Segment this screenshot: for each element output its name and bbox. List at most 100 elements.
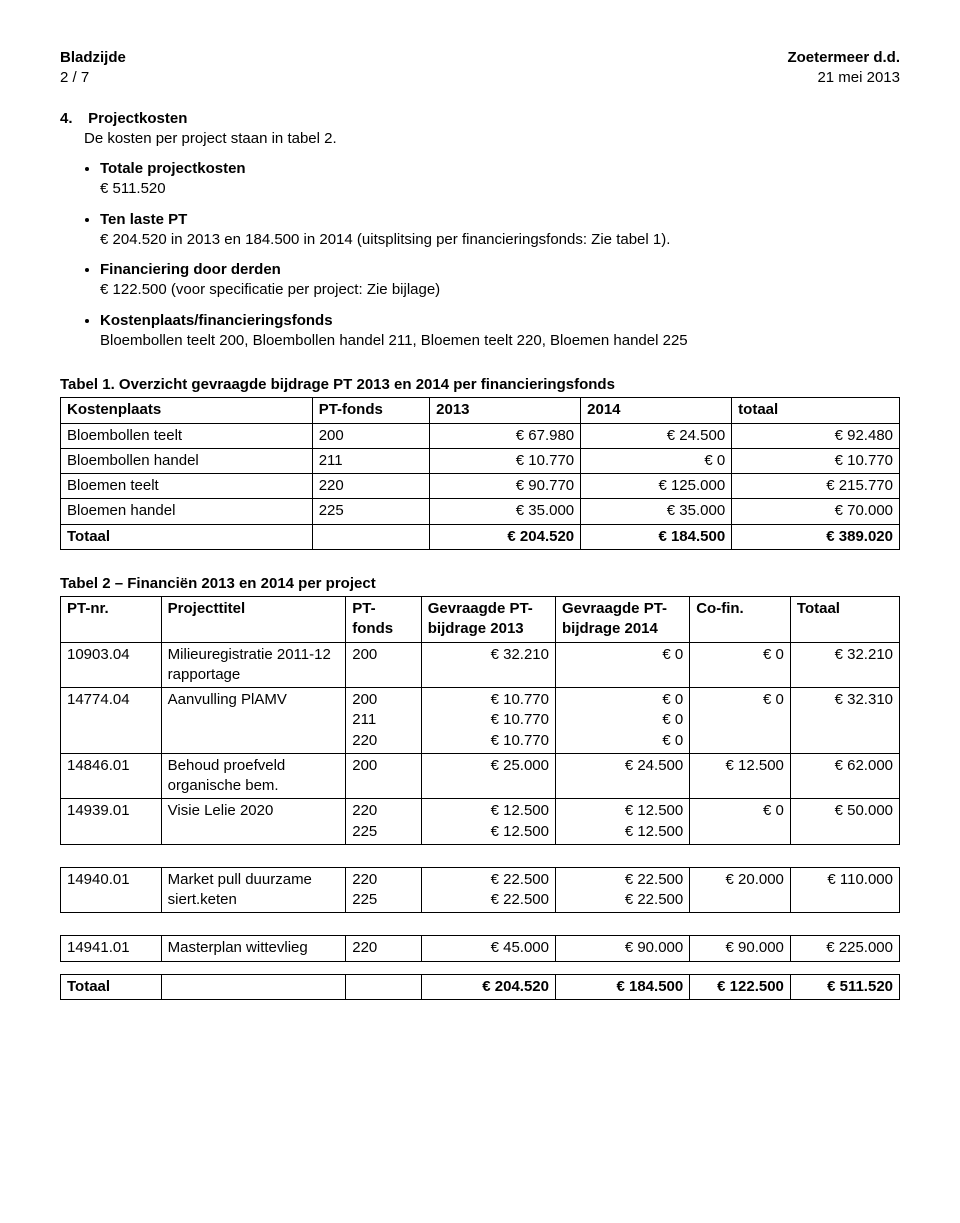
cell-line: 220 [352,870,415,890]
table1-caption: Tabel 1. Overzicht gevraagde bijdrage PT… [60,375,900,395]
td: € 35.000 [430,499,581,524]
td: 211 [312,448,429,473]
bullet-value: € 122.500 (voor specificatie per project… [100,280,900,300]
header-left2: 2 / 7 [60,68,89,88]
td: Behoud proefveld organische bem. [161,753,346,799]
th: Gevraagde PT-bijdrage 2013 [421,597,555,643]
cell-line: € 22.500 [428,890,549,910]
td: € 0 [690,799,791,845]
table2-main: PT-nr. Projecttitel PT-fonds Gevraagde P… [60,596,900,845]
td: € 125.000 [581,474,732,499]
th: PT-nr. [61,597,162,643]
td: € 0 [690,688,791,754]
td: € 70.000 [732,499,900,524]
table2-total-row: Totaal € 204.520 € 184.500 € 122.500 € 5… [61,974,900,999]
td: 14941.01 [61,936,162,961]
td: 220 [346,936,422,961]
td: Visie Lelie 2020 [161,799,346,845]
table-row: 10903.04 Milieuregistratie 2011-12 rappo… [61,642,900,688]
bullet-label: Kostenplaats/financieringsfonds [100,311,900,331]
td: € 204.520 [421,974,555,999]
td: € 62.000 [790,753,899,799]
cell-line: € 0 [562,690,683,710]
section-bullets: Totale projectkosten € 511.520 Ten laste… [100,159,900,351]
section-intro: De kosten per project staan in tabel 2. [84,129,900,149]
cell-line: € 0 [562,731,683,751]
td: € 25.000 [421,753,555,799]
td: € 12.500 € 12.500 [421,799,555,845]
td: € 32.210 [421,642,555,688]
td: Market pull duurzame siert.keten [161,867,346,913]
td: 220 [312,474,429,499]
header-left1: Bladzijde [60,48,126,68]
td: € 10.770 [732,448,900,473]
td: € 20.000 [690,867,791,913]
td: € 10.770 € 10.770 € 10.770 [421,688,555,754]
cell-line: € 12.500 [428,822,549,842]
td: € 0 [555,642,689,688]
td: € 22.500 € 22.500 [421,867,555,913]
td: 200 [312,423,429,448]
table2-gap2: 14941.01 Masterplan wittevlieg 220 € 45.… [60,935,900,961]
td: € 90.770 [430,474,581,499]
cell-line: € 22.500 [562,870,683,890]
header-right2: 21 mei 2013 [817,68,900,88]
td: 220 225 [346,799,422,845]
bullet-item: Ten laste PT € 204.520 in 2013 en 184.50… [100,210,900,251]
bullet-value: Bloembollen teelt 200, Bloembollen hande… [100,331,900,351]
th: Projecttitel [161,597,346,643]
cell-line: 220 [352,731,415,751]
cell-line: 220 [352,801,415,821]
td: Bloembollen handel [61,448,313,473]
bullet-label: Financiering door derden [100,260,900,280]
th: PT-fonds [346,597,422,643]
td: Bloemen teelt [61,474,313,499]
table2-total: Totaal € 204.520 € 184.500 € 122.500 € 5… [60,974,900,1000]
table-row: 14774.04 Aanvulling PlAMV 200 211 220 € … [61,688,900,754]
td: € 45.000 [421,936,555,961]
cell-line: € 10.770 [428,731,549,751]
td: € 511.520 [790,974,899,999]
td: 200 211 220 [346,688,422,754]
cell-line: € 22.500 [562,890,683,910]
td: € 215.770 [732,474,900,499]
td: € 24.500 [555,753,689,799]
td: Bloemen handel [61,499,313,524]
td: € 204.520 [430,524,581,549]
cell-line: € 12.500 [428,801,549,821]
bullet-value: € 511.520 [100,179,900,199]
td: Milieuregistratie 2011-12 rapportage [161,642,346,688]
td [346,974,422,999]
section-4: 4. Projectkosten De kosten per project s… [60,109,900,352]
td: 225 [312,499,429,524]
cell-line: € 22.500 [428,870,549,890]
cell-line: 200 [352,690,415,710]
td: 200 [346,642,422,688]
td: € 0 [581,448,732,473]
table1: Kostenplaats PT-fonds 2013 2014 totaal B… [60,397,900,550]
table-row: Bloemen teelt 220 € 90.770 € 125.000 € 2… [61,474,900,499]
table1-total-row: Totaal € 204.520 € 184.500 € 389.020 [61,524,900,549]
th: Kostenplaats [61,398,313,423]
td: 14774.04 [61,688,162,754]
bullet-label: Totale projectkosten [100,159,900,179]
td: € 0 [690,642,791,688]
td: € 184.500 [581,524,732,549]
td: 200 [346,753,422,799]
td: € 92.480 [732,423,900,448]
table-row: Bloembollen handel 211 € 10.770 € 0 € 10… [61,448,900,473]
section-title: Projectkosten [88,110,187,127]
td: Bloembollen teelt [61,423,313,448]
td: € 90.000 [690,936,791,961]
header-right1: Zoetermeer d.d. [787,48,900,68]
cell-line: € 10.770 [428,690,549,710]
td: 14939.01 [61,799,162,845]
bullet-value: € 204.520 in 2013 en 184.500 in 2014 (ui… [100,230,900,250]
td: € 90.000 [555,936,689,961]
table-row: 14846.01 Behoud proefveld organische bem… [61,753,900,799]
td: 10903.04 [61,642,162,688]
cell-line: € 12.500 [562,801,683,821]
table1-header-row: Kostenplaats PT-fonds 2013 2014 totaal [61,398,900,423]
bullet-item: Totale projectkosten € 511.520 [100,159,900,200]
td: Totaal [61,524,313,549]
